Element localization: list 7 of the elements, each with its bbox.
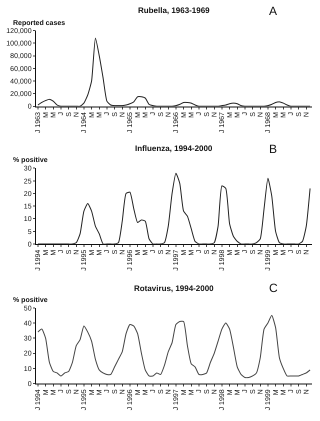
chart-title: Rubella, 1963-1969 [138, 6, 210, 15]
text: B [269, 142, 278, 156]
line-series [37, 314, 311, 378]
chart-title: Influenza, 1994-2000 [135, 144, 213, 153]
text: C [269, 281, 278, 295]
chart-title: Rotavirus, 1994-2000 [134, 284, 214, 293]
text: A [269, 4, 278, 18]
